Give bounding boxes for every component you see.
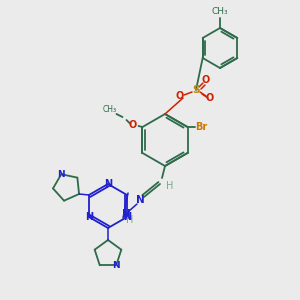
Text: N: N (136, 195, 144, 205)
Text: CH₃: CH₃ (212, 8, 228, 16)
Text: O: O (202, 75, 210, 85)
Text: N: N (104, 179, 112, 189)
Text: Br: Br (195, 122, 208, 132)
Text: N: N (123, 212, 131, 222)
Text: N: N (85, 212, 93, 222)
Text: O: O (206, 93, 214, 103)
Text: S: S (192, 85, 200, 95)
Text: N: N (122, 209, 130, 219)
Text: CH₃: CH₃ (102, 104, 116, 113)
Text: N: N (112, 261, 120, 270)
Text: N: N (57, 170, 65, 179)
Text: O: O (176, 91, 184, 101)
Text: O: O (128, 120, 136, 130)
Text: H: H (126, 215, 134, 225)
Text: H: H (166, 181, 174, 191)
